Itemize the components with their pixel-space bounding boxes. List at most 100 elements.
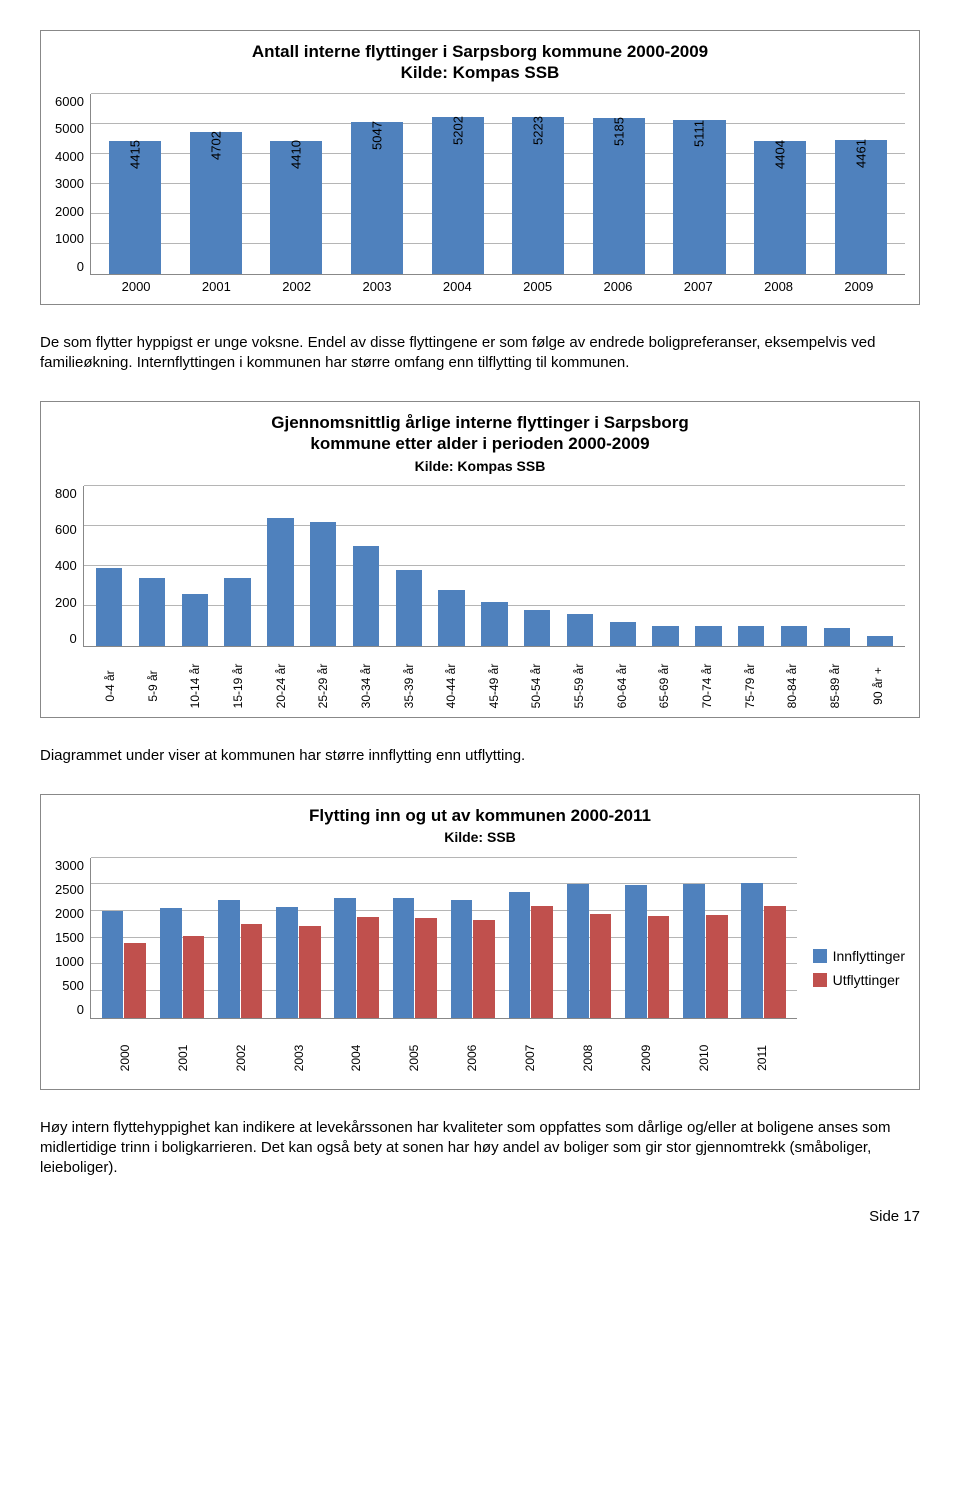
bar-slot <box>347 486 386 646</box>
bar-value-label: 4461 <box>853 139 868 168</box>
bar <box>393 898 415 1018</box>
bar-slot <box>389 486 428 646</box>
bar-group <box>97 858 151 1018</box>
bar-slot: 4404 <box>742 94 819 274</box>
bar-slot <box>775 486 814 646</box>
bar-value-label: 5111 <box>692 120 707 147</box>
bar-group <box>388 858 442 1018</box>
bar <box>124 943 146 1018</box>
bar <box>524 610 550 646</box>
x-label: 2004 <box>417 279 497 294</box>
x-label: 2011 <box>733 1023 791 1079</box>
x-label: 10-14 år <box>174 651 217 707</box>
x-label: 45-49 år <box>472 651 515 707</box>
chart2-area: 8006004002000 0-4 år5-9 år10-14 år15-19 … <box>55 486 905 707</box>
y-tick: 4000 <box>55 149 84 164</box>
chart-flytting-inn-ut: Flytting inn og ut av kommunen 2000-2011… <box>40 794 920 1090</box>
bar <box>396 570 422 646</box>
chart2-title-line1: Gjennomsnittlig årlige interne flyttinge… <box>271 413 689 432</box>
bar <box>509 892 531 1017</box>
bar-slot: 5047 <box>339 94 416 274</box>
bar-slot: 5111 <box>661 94 738 274</box>
bar <box>567 884 589 1017</box>
x-label: 2008 <box>738 279 818 294</box>
chart1-y-axis: 6000500040003000200010000 <box>55 94 90 274</box>
legend-item: Utflyttinger <box>813 972 905 988</box>
bar <box>353 546 379 646</box>
x-label: 80-84 år <box>771 651 814 707</box>
x-label: 15-19 år <box>217 651 260 707</box>
bar <box>706 915 728 1017</box>
bar <box>139 578 165 646</box>
bar-slot <box>518 486 557 646</box>
bar-slot <box>175 486 214 646</box>
x-label: 2006 <box>443 1023 501 1079</box>
x-label: 2007 <box>501 1023 559 1079</box>
y-tick: 1000 <box>55 231 84 246</box>
bar <box>764 906 786 1018</box>
bar-value-label: 4410 <box>289 140 304 169</box>
bar-value-label: 4702 <box>208 131 223 160</box>
legend-label: Innflyttinger <box>833 948 905 964</box>
bar-slot <box>90 486 129 646</box>
bar-slot <box>261 486 300 646</box>
bar-slot <box>561 486 600 646</box>
bar-value-label: 5185 <box>611 117 626 146</box>
x-label: 2001 <box>176 279 256 294</box>
bar <box>741 883 763 1018</box>
bar-value-label: 4404 <box>773 140 788 169</box>
bar <box>224 578 250 646</box>
y-tick: 3000 <box>55 176 84 191</box>
chart3-plot <box>90 858 797 1019</box>
bar <box>310 522 336 646</box>
legend-label: Utflyttinger <box>833 972 900 988</box>
bar-slot <box>432 486 471 646</box>
bar-slot: 4410 <box>258 94 335 274</box>
bar <box>738 626 764 646</box>
bar <box>451 900 473 1017</box>
chart3-legend: Innflyttinger Utflyttinger <box>797 858 905 1079</box>
y-tick: 2500 <box>55 882 84 897</box>
bar: 4415 <box>109 141 161 273</box>
x-label: 2001 <box>154 1023 212 1079</box>
bar-slot: 5223 <box>500 94 577 274</box>
bar <box>481 602 507 646</box>
paragraph-1: De som flytter hyppigst er unge voksne. … <box>40 333 920 374</box>
bar-slot: 5202 <box>419 94 496 274</box>
bar-value-label: 5202 <box>450 116 465 145</box>
chart3-title-line1: Flytting inn og ut av kommunen 2000-2011 <box>309 806 651 825</box>
bar-slot: 4415 <box>97 94 174 274</box>
bar <box>241 924 263 1017</box>
bar-value-label: 4415 <box>128 140 143 169</box>
x-label: 2003 <box>337 279 417 294</box>
bar <box>867 636 893 646</box>
y-tick: 200 <box>55 595 77 610</box>
bar <box>182 594 208 646</box>
bar-slot <box>689 486 728 646</box>
y-tick: 800 <box>55 486 77 501</box>
chart2-plot <box>83 486 905 647</box>
y-tick: 2000 <box>55 204 84 219</box>
bar <box>267 518 293 646</box>
x-label: 2008 <box>559 1023 617 1079</box>
x-label: 85-89 år <box>814 651 857 707</box>
bar-group <box>329 858 383 1018</box>
y-tick: 0 <box>55 259 84 274</box>
bar <box>610 622 636 646</box>
legend-swatch <box>813 949 827 963</box>
chart2-x-labels: 0-4 år5-9 år10-14 år15-19 år20-24 år25-2… <box>83 647 905 707</box>
y-tick: 2000 <box>55 906 84 921</box>
chart2-title: Gjennomsnittlig årlige interne flyttinge… <box>55 412 905 476</box>
chart1-title: Antall interne flyttinger i Sarpsborg ko… <box>55 41 905 84</box>
x-label: 5-9 år <box>131 651 174 707</box>
bar <box>625 885 647 1017</box>
bar <box>160 908 182 1017</box>
x-label: 2003 <box>270 1023 328 1079</box>
x-label: 60-64 år <box>600 651 643 707</box>
bar: 5202 <box>432 117 484 273</box>
bar-slot <box>732 486 771 646</box>
bar <box>276 907 298 1018</box>
bar-group <box>155 858 209 1018</box>
bar <box>357 917 379 1017</box>
x-label: 2010 <box>675 1023 733 1079</box>
